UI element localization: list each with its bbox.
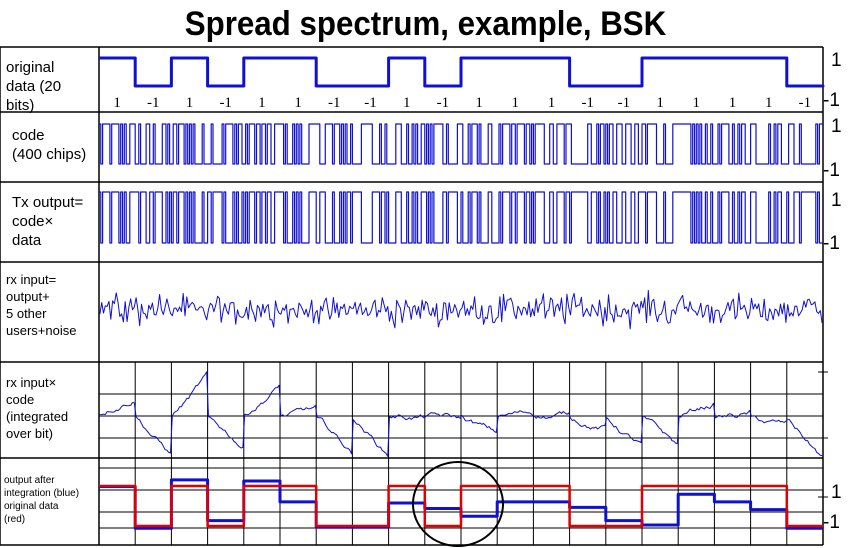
integrated-trace xyxy=(99,371,823,457)
code-level-label: 1 xyxy=(831,116,842,137)
data-row-label: data (20 xyxy=(6,78,61,95)
data-row-label: bits) xyxy=(6,97,34,114)
bit-label: 1 xyxy=(512,95,520,111)
tx-output-trace xyxy=(99,191,823,244)
bit-label: 1 xyxy=(765,95,773,111)
code-level-label: -1 xyxy=(823,160,840,181)
rx-row-label: output+ xyxy=(6,289,50,304)
output-row-label: original data xyxy=(4,501,59,512)
integration-row-label: code xyxy=(6,392,34,407)
rx-row-label: 5 other xyxy=(6,306,47,321)
bit-label: 1 xyxy=(656,95,664,111)
bit-label: -1 xyxy=(328,95,341,111)
tx-row-label: data xyxy=(12,232,42,249)
data-level-label: -1 xyxy=(823,90,840,111)
data-level-label: 1 xyxy=(831,50,842,71)
bit-label: -1 xyxy=(437,95,450,111)
bit-label: -1 xyxy=(219,95,232,111)
page-title: Spread spectrum, example, BSK xyxy=(184,5,667,43)
bit-label: -1 xyxy=(618,95,631,111)
code-row-label: code xyxy=(12,127,45,144)
output-row-label: output after xyxy=(4,475,55,486)
bit-label: 1 xyxy=(294,95,302,111)
code-row-label: (400 chips) xyxy=(12,146,86,163)
bit-label: 1 xyxy=(475,95,483,111)
bit-label: 1 xyxy=(113,95,121,111)
bit-label: 1 xyxy=(186,95,194,111)
highlight-circle xyxy=(412,461,504,547)
bit-label: 1 xyxy=(258,95,266,111)
original-data-red-trace xyxy=(99,484,823,528)
row-labels: original data (20 bits) code (400 chips) Tx o… xyxy=(4,50,842,533)
rx-input-trace xyxy=(99,289,823,330)
tx-level-label: -1 xyxy=(823,233,840,254)
output-row-label: (red) xyxy=(4,514,25,525)
panel-grid xyxy=(0,46,828,546)
output-level-label: 1 xyxy=(831,482,842,503)
bit-label: -1 xyxy=(799,95,812,111)
bit-label: 1 xyxy=(403,95,411,111)
tx-row-label: Tx output= xyxy=(12,194,84,211)
bit-label: 1 xyxy=(693,95,701,111)
output-level-label: -1 xyxy=(823,512,840,533)
bit-label: -1 xyxy=(364,95,377,111)
tx-level-label: 1 xyxy=(831,190,842,211)
bit-label: 1 xyxy=(729,95,737,111)
integration-row-label: (integrated xyxy=(6,409,68,424)
data-row-label: original xyxy=(6,59,54,76)
rx-row-label: users+noise xyxy=(6,323,76,338)
bit-label: -1 xyxy=(581,95,594,111)
output-row-label: integration (blue) xyxy=(4,488,79,499)
tx-row-label: code× xyxy=(12,213,53,230)
integration-row-label: rx input× xyxy=(6,375,56,390)
code-chip-trace xyxy=(99,123,823,165)
rx-row-label: rx input= xyxy=(6,272,56,287)
signal-traces xyxy=(99,56,825,530)
bit-label: 1 xyxy=(548,95,556,111)
bit-label: -1 xyxy=(147,95,160,111)
original-data-trace xyxy=(99,56,825,88)
integration-row-label: over bit) xyxy=(6,426,53,441)
